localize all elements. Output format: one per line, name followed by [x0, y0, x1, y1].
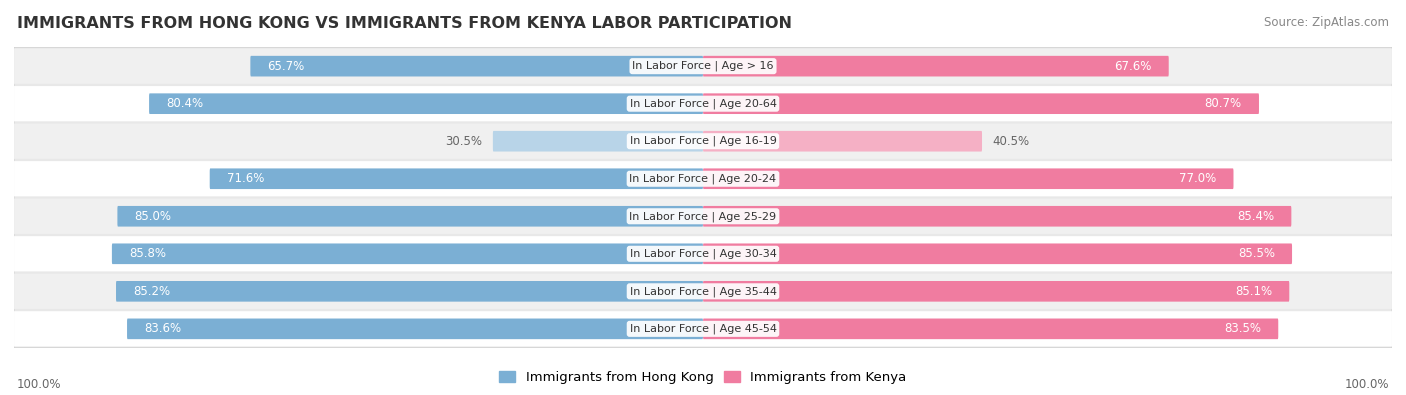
Text: In Labor Force | Age 30-34: In Labor Force | Age 30-34 — [630, 248, 776, 259]
FancyBboxPatch shape — [14, 161, 1392, 196]
Text: 65.7%: 65.7% — [267, 60, 305, 73]
Text: In Labor Force | Age 25-29: In Labor Force | Age 25-29 — [630, 211, 776, 222]
Text: 83.5%: 83.5% — [1225, 322, 1261, 335]
Text: In Labor Force | Age 16-19: In Labor Force | Age 16-19 — [630, 136, 776, 147]
Text: 85.4%: 85.4% — [1237, 210, 1274, 223]
FancyBboxPatch shape — [703, 168, 1233, 189]
FancyBboxPatch shape — [117, 281, 703, 302]
Text: 80.7%: 80.7% — [1205, 97, 1241, 110]
Text: In Labor Force | Age 20-24: In Labor Force | Age 20-24 — [630, 173, 776, 184]
Text: IMMIGRANTS FROM HONG KONG VS IMMIGRANTS FROM KENYA LABOR PARTICIPATION: IMMIGRANTS FROM HONG KONG VS IMMIGRANTS … — [17, 16, 792, 31]
Text: Source: ZipAtlas.com: Source: ZipAtlas.com — [1264, 16, 1389, 29]
FancyBboxPatch shape — [14, 86, 1392, 121]
Text: 77.0%: 77.0% — [1180, 172, 1216, 185]
FancyBboxPatch shape — [14, 199, 1392, 234]
FancyBboxPatch shape — [209, 168, 703, 189]
Text: 67.6%: 67.6% — [1114, 60, 1152, 73]
Text: In Labor Force | Age 35-44: In Labor Force | Age 35-44 — [630, 286, 776, 297]
Text: 83.6%: 83.6% — [145, 322, 181, 335]
Text: 85.0%: 85.0% — [135, 210, 172, 223]
FancyBboxPatch shape — [703, 243, 1292, 264]
FancyBboxPatch shape — [703, 206, 1291, 227]
FancyBboxPatch shape — [14, 236, 1392, 271]
FancyBboxPatch shape — [112, 243, 703, 264]
Text: In Labor Force | Age 20-64: In Labor Force | Age 20-64 — [630, 98, 776, 109]
FancyBboxPatch shape — [14, 124, 1392, 159]
Text: 85.5%: 85.5% — [1237, 247, 1275, 260]
FancyBboxPatch shape — [14, 47, 1392, 348]
Text: 30.5%: 30.5% — [446, 135, 482, 148]
FancyBboxPatch shape — [149, 93, 703, 114]
FancyBboxPatch shape — [703, 56, 1168, 77]
FancyBboxPatch shape — [703, 131, 981, 152]
FancyBboxPatch shape — [250, 56, 703, 77]
Text: 85.2%: 85.2% — [134, 285, 170, 298]
Text: 100.0%: 100.0% — [1344, 378, 1389, 391]
FancyBboxPatch shape — [118, 206, 703, 227]
Text: 71.6%: 71.6% — [226, 172, 264, 185]
FancyBboxPatch shape — [703, 281, 1289, 302]
FancyBboxPatch shape — [703, 318, 1278, 339]
Legend: Immigrants from Hong Kong, Immigrants from Kenya: Immigrants from Hong Kong, Immigrants fr… — [494, 365, 912, 389]
FancyBboxPatch shape — [14, 274, 1392, 309]
FancyBboxPatch shape — [14, 49, 1392, 84]
Text: In Labor Force | Age 45-54: In Labor Force | Age 45-54 — [630, 324, 776, 334]
Text: In Labor Force | Age > 16: In Labor Force | Age > 16 — [633, 61, 773, 71]
FancyBboxPatch shape — [14, 311, 1392, 346]
FancyBboxPatch shape — [494, 131, 703, 152]
Text: 85.1%: 85.1% — [1234, 285, 1272, 298]
FancyBboxPatch shape — [127, 318, 703, 339]
Text: 100.0%: 100.0% — [17, 378, 62, 391]
Text: 40.5%: 40.5% — [993, 135, 1029, 148]
Text: 85.8%: 85.8% — [129, 247, 166, 260]
FancyBboxPatch shape — [703, 93, 1258, 114]
Text: 80.4%: 80.4% — [166, 97, 204, 110]
